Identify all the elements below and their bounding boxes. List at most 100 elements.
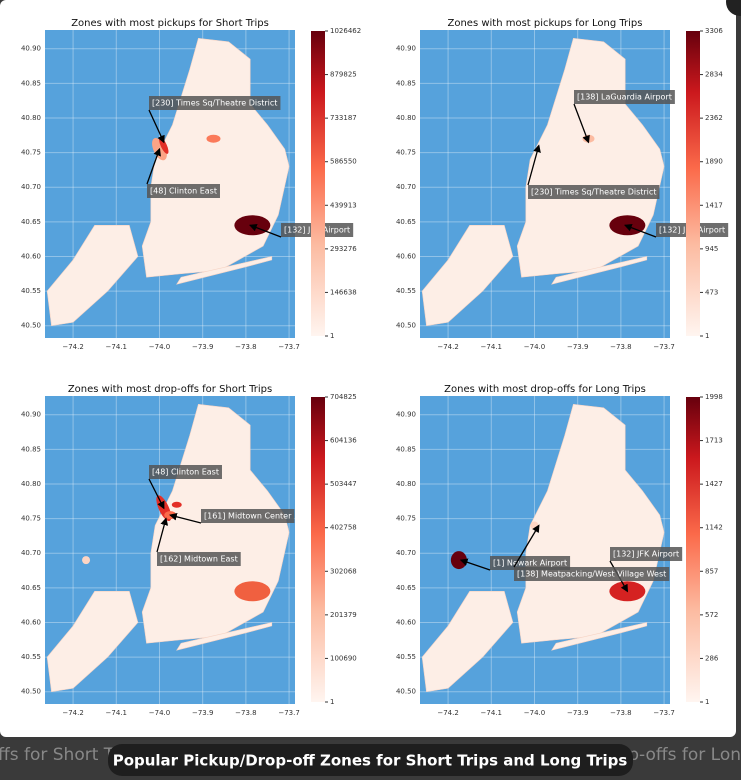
colorbar-label: 1: [705, 332, 709, 340]
annotation-arrow: [169, 512, 202, 524]
colorbar-label: 704825: [330, 393, 357, 401]
x-tick-label: −73.9: [567, 343, 588, 351]
y-tick-label: 40.90: [21, 411, 41, 419]
x-tick-label: −73.8: [610, 343, 631, 351]
annotation-box: [574, 90, 675, 104]
land: [551, 622, 648, 651]
colorbar-label: 1417: [705, 201, 723, 209]
colorbar-label: 302068: [330, 567, 357, 575]
x-tick-label: −73.9: [192, 709, 213, 717]
zone: [609, 215, 646, 236]
y-tick-label: 40.75: [21, 149, 41, 157]
y-tick-label: 40.70: [21, 549, 41, 557]
panel-title: Zones with most drop-offs for Long Trips: [444, 384, 646, 395]
y-tick-label: 40.90: [396, 411, 416, 419]
annotation: [230] Times Sq/Theatre District: [152, 99, 277, 108]
annotation: [1] Newark Airport: [493, 559, 567, 568]
annotation-box: [514, 567, 670, 581]
annotation-box: [149, 465, 222, 479]
colorbar-label: 1890: [705, 158, 723, 166]
colorbar-label: 857: [705, 567, 718, 575]
colorbar-label: 473: [705, 288, 718, 296]
colorbar-label: 604136: [330, 437, 357, 445]
zone: [82, 556, 91, 565]
y-tick-label: 40.85: [396, 445, 416, 453]
y-tick-label: 40.75: [396, 515, 416, 523]
y-tick-label: 40.65: [396, 584, 416, 592]
y-tick-label: 40.65: [21, 218, 41, 226]
annotation-box: [149, 96, 281, 110]
panel-title: Zones with most pickups for Short Trips: [71, 18, 269, 29]
annotation-box: [201, 509, 295, 523]
land: [176, 256, 273, 285]
x-tick-label: −73.7: [653, 343, 674, 351]
zone: [234, 215, 271, 236]
x-tick-label: −74.0: [524, 343, 545, 351]
zone: [171, 501, 182, 508]
annotation: [138] LaGuardia Airport: [577, 93, 672, 102]
zone: [450, 551, 467, 570]
annotation: [162] Midtown East: [160, 555, 238, 564]
annotation-arrow: [573, 103, 590, 144]
y-tick-label: 40.70: [396, 183, 416, 191]
land: [176, 622, 273, 651]
x-tick-label: −74.2: [62, 343, 83, 351]
colorbar-label: 1: [705, 698, 709, 706]
annotation: [132] JFK Airport: [613, 550, 679, 559]
annotation: [48] Clinton East: [150, 187, 217, 196]
colorbar-label: 945: [705, 245, 718, 253]
colorbar-label: 503447: [330, 480, 357, 488]
panel-title: Zones with most drop-offs for Short Trip…: [68, 384, 272, 395]
colorbar-label: 1: [330, 698, 334, 706]
colorbar-label: 439913: [330, 201, 357, 209]
y-tick-label: 40.80: [396, 480, 416, 488]
background-text: ffs for Short Tr: [0, 745, 119, 765]
x-tick-label: −74.0: [149, 709, 170, 717]
x-tick-label: −74.0: [149, 343, 170, 351]
x-tick-label: −73.9: [567, 709, 588, 717]
colorbar-label: 293276: [330, 245, 357, 253]
colorbar: [686, 31, 700, 336]
x-tick-label: −74.2: [437, 709, 458, 717]
x-tick-label: −73.7: [653, 709, 674, 717]
colorbar-label: 733187: [330, 114, 357, 122]
annotation-arrow: [248, 223, 282, 238]
x-tick-label: −74.0: [524, 709, 545, 717]
land: [421, 224, 514, 327]
y-tick-label: 40.55: [396, 287, 416, 295]
colorbar-label: 1142: [705, 524, 723, 532]
colorbar-label: 879825: [330, 71, 357, 79]
y-tick-label: 40.50: [21, 322, 41, 330]
y-tick-label: 40.80: [396, 114, 416, 122]
panel-title: Zones with most pickups for Long Trips: [448, 18, 643, 29]
background-text: rop-offs for Lon: [611, 745, 741, 765]
land: [421, 590, 514, 693]
annotation: [230] Times Sq/Theatre District: [531, 188, 656, 197]
colorbar-label: 3306: [705, 27, 723, 35]
y-tick-label: 40.65: [21, 584, 41, 592]
zone: [234, 581, 271, 602]
colorbar: [686, 397, 700, 702]
x-tick-label: −74.1: [106, 343, 127, 351]
colorbar: [311, 397, 325, 702]
x-tick-label: −74.2: [437, 343, 458, 351]
annotation-arrow: [513, 524, 540, 568]
x-tick-label: −73.7: [278, 343, 299, 351]
y-tick-label: 40.85: [396, 79, 416, 87]
y-tick-label: 40.75: [21, 515, 41, 523]
x-tick-label: −74.1: [481, 343, 502, 351]
colorbar-label: 1026462: [330, 27, 361, 35]
annotation-box: [610, 547, 683, 561]
annotation-arrow: [623, 223, 657, 238]
y-tick-label: 40.80: [21, 114, 41, 122]
colorbar-label: 586550: [330, 158, 357, 166]
close-button[interactable]: [726, 0, 741, 16]
annotation: [48] Clinton East: [152, 468, 219, 477]
colorbar: [311, 31, 325, 336]
colorbar-label: 201379: [330, 611, 357, 619]
annotation-box: [157, 552, 241, 566]
colorbar-label: 1427: [705, 480, 723, 488]
x-tick-label: −74.2: [62, 709, 83, 717]
y-tick-label: 40.75: [396, 149, 416, 157]
